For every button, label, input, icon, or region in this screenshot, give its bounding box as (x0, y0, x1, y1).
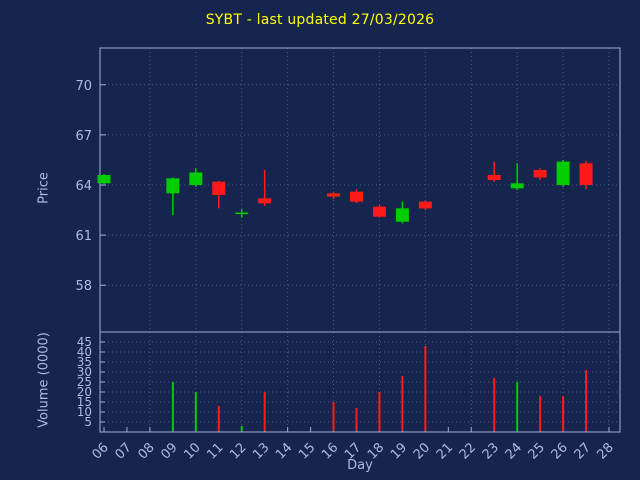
svg-text:09: 09 (158, 440, 180, 462)
svg-text:70: 70 (75, 79, 92, 94)
svg-text:10: 10 (181, 440, 203, 462)
svg-text:64: 64 (75, 179, 92, 194)
svg-text:25: 25 (526, 440, 548, 462)
svg-text:30: 30 (77, 365, 92, 379)
svg-text:23: 23 (480, 440, 502, 462)
svg-text:58: 58 (75, 279, 92, 294)
svg-text:28: 28 (595, 440, 617, 462)
svg-text:61: 61 (75, 229, 92, 244)
day-axis-label: Day (347, 458, 373, 473)
svg-text:22: 22 (457, 440, 479, 462)
svg-text:17: 17 (342, 440, 364, 462)
svg-text:12: 12 (227, 440, 249, 462)
svg-text:07: 07 (112, 440, 134, 462)
svg-text:21: 21 (434, 440, 456, 462)
svg-text:15: 15 (77, 395, 92, 409)
svg-text:10: 10 (77, 405, 92, 419)
svg-text:18: 18 (365, 440, 387, 462)
svg-text:19: 19 (388, 440, 410, 462)
svg-text:08: 08 (135, 440, 157, 462)
svg-text:24: 24 (503, 440, 525, 462)
svg-text:20: 20 (77, 385, 92, 399)
svg-text:20: 20 (411, 440, 433, 462)
svg-text:40: 40 (77, 345, 92, 359)
svg-text:45: 45 (77, 335, 92, 349)
chart-title: SYBT - last updated 27/03/2026 (205, 12, 435, 28)
svg-text:13: 13 (250, 440, 272, 462)
svg-text:16: 16 (319, 440, 341, 462)
svg-text:35: 35 (77, 355, 92, 369)
svg-text:67: 67 (75, 129, 92, 144)
svg-text:25: 25 (77, 375, 92, 389)
svg-text:11: 11 (204, 440, 226, 462)
svg-text:5: 5 (84, 415, 92, 429)
svg-text:27: 27 (572, 440, 594, 462)
svg-text:14: 14 (273, 440, 295, 462)
svg-text:15: 15 (296, 440, 318, 462)
svg-text:06: 06 (90, 440, 112, 462)
svg-text:26: 26 (549, 440, 571, 462)
